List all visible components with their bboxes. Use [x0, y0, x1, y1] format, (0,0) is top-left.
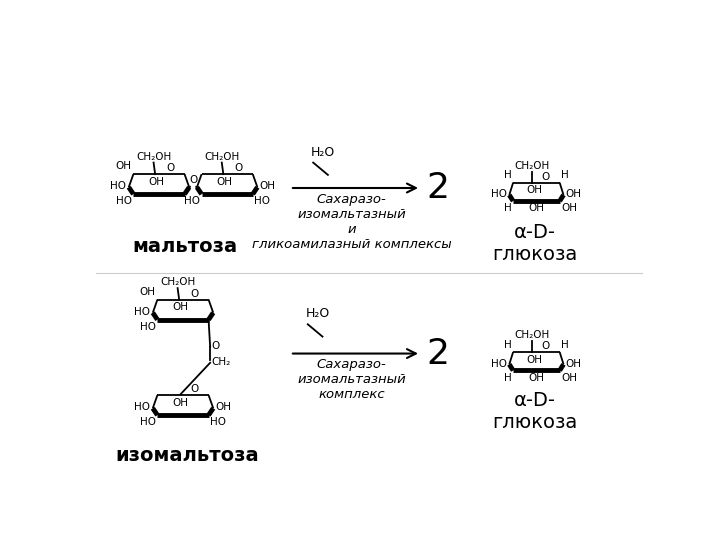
Text: O: O: [235, 164, 243, 173]
Text: изомальтоза: изомальтоза: [115, 446, 258, 465]
Text: HO: HO: [491, 189, 507, 199]
Text: CH₂OH: CH₂OH: [204, 152, 240, 162]
Text: H: H: [504, 204, 512, 213]
Text: HO: HO: [254, 197, 270, 206]
Text: OH: OH: [148, 177, 165, 187]
Text: OH: OH: [566, 359, 582, 369]
Text: мальтоза: мальтоза: [132, 237, 238, 255]
Text: H₂O: H₂O: [311, 146, 335, 159]
Text: Сахаразо-
изомальтазный
комплекс: Сахаразо- изомальтазный комплекс: [297, 358, 406, 401]
Text: O: O: [190, 289, 199, 299]
Text: O: O: [190, 384, 199, 394]
Text: HO: HO: [210, 417, 226, 428]
Text: H₂O: H₂O: [305, 307, 330, 320]
Text: OH: OH: [115, 161, 131, 171]
Text: HO: HO: [116, 197, 132, 206]
Text: OH: OH: [139, 287, 155, 296]
Text: OH: OH: [527, 185, 543, 195]
Text: CH₂OH: CH₂OH: [160, 278, 195, 287]
Text: O: O: [212, 341, 220, 351]
Text: OH: OH: [215, 402, 232, 413]
Text: HO: HO: [184, 197, 200, 206]
Text: α-D-
глюкоза: α-D- глюкоза: [492, 222, 577, 264]
Text: CH₂OH: CH₂OH: [514, 330, 549, 340]
Text: HO: HO: [140, 322, 156, 332]
Text: O: O: [541, 172, 550, 182]
Text: H: H: [561, 170, 569, 180]
Text: O: O: [541, 341, 550, 351]
Text: OH: OH: [527, 355, 543, 365]
Text: OH: OH: [173, 302, 189, 312]
Text: H: H: [504, 340, 512, 350]
Text: OH: OH: [217, 177, 233, 187]
Text: OH: OH: [528, 373, 544, 383]
Text: HO: HO: [110, 181, 127, 192]
Text: H: H: [561, 340, 569, 350]
Text: 2: 2: [426, 336, 449, 370]
Text: α-D-
глюкоза: α-D- глюкоза: [492, 390, 577, 431]
Text: CH₂OH: CH₂OH: [136, 152, 171, 162]
Text: O: O: [166, 164, 175, 173]
Text: OH: OH: [566, 189, 582, 199]
Text: 2: 2: [426, 171, 449, 205]
Text: OH: OH: [561, 204, 577, 213]
Text: OH: OH: [528, 204, 544, 213]
Text: CH₂OH: CH₂OH: [514, 161, 549, 171]
Text: OH: OH: [561, 373, 577, 383]
Text: HO: HO: [135, 307, 150, 317]
Text: OH: OH: [260, 181, 276, 192]
Text: HO: HO: [140, 417, 156, 428]
Text: CH₂: CH₂: [212, 357, 231, 367]
Text: HO: HO: [491, 359, 507, 369]
Text: H: H: [504, 170, 512, 180]
Text: HO: HO: [135, 402, 150, 413]
Text: OH: OH: [173, 398, 189, 408]
Text: O: O: [189, 176, 197, 185]
Text: H: H: [504, 373, 512, 383]
Text: Сахаразо-
изомальтазный
и
гликоамилазный комплексы: Сахаразо- изомальтазный и гликоамилазный…: [252, 193, 451, 251]
